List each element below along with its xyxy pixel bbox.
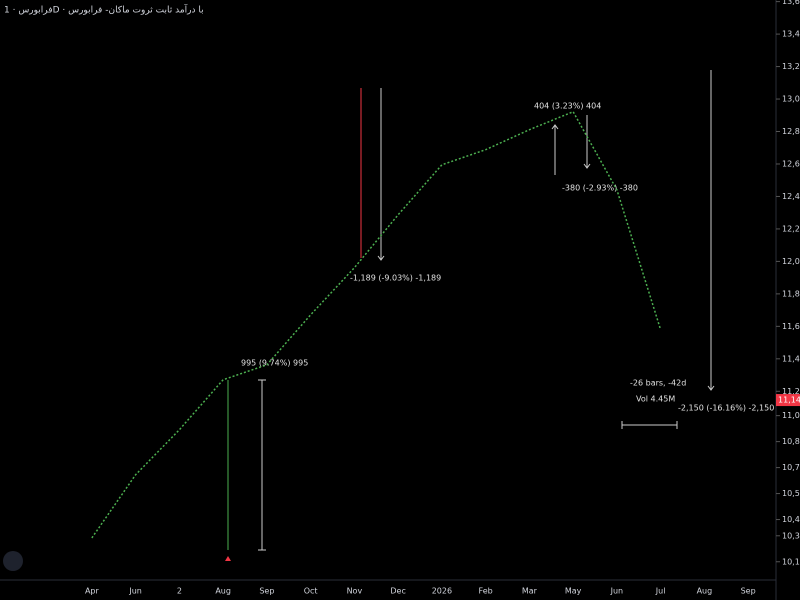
y-tick-label: 13,200 <box>782 62 800 71</box>
x-tick-label: Apr <box>85 587 100 596</box>
y-tick-label: 12,600 <box>782 159 800 168</box>
y-tick-label: 12,400 <box>782 192 800 201</box>
x-tick-label: May <box>565 587 582 596</box>
y-tick-label: 10,410 <box>782 515 800 524</box>
y-tick-label: 11,800 <box>782 289 800 298</box>
annotation: 404 (3.23%) 404 <box>534 102 601 111</box>
y-tick-label: 11,400 <box>782 354 800 363</box>
annotation: Vol 4.45M <box>636 395 675 404</box>
x-tick-label: Sep <box>741 587 756 596</box>
annotation: -1,189 (-9.03%) -1,189 <box>350 274 441 283</box>
x-tick-label: Feb <box>479 587 493 596</box>
y-tick-label: 13,600 <box>782 0 800 6</box>
y-tick-label: 11,050 <box>782 411 800 420</box>
price-line <box>91 110 662 539</box>
annotation: -2,150 (-16.16%) -2,150 <box>678 404 774 413</box>
annotation: -380 (-2.93%) -380 <box>562 184 638 193</box>
annotation: -26 bars, -42d <box>630 379 686 388</box>
y-tick-label: 10,150 <box>782 557 800 566</box>
y-tick-label: 10,730 <box>782 463 800 472</box>
x-tick-label: Sep <box>259 587 274 596</box>
y-tick-label: 10,310 <box>782 531 800 540</box>
y-tick-label: 12,200 <box>782 224 800 233</box>
x-tick-label: Nov <box>347 587 363 596</box>
marker <box>225 556 231 561</box>
y-tick-label: 13,400 <box>782 30 800 39</box>
last-price-label: 11,146 <box>778 396 800 405</box>
x-tick-label: Oct <box>304 587 318 596</box>
x-tick-label: 2 <box>177 587 182 596</box>
y-tick-label: 11,200 <box>782 387 800 396</box>
y-tick-label: 12,000 <box>782 257 800 266</box>
measure-tools <box>258 70 715 551</box>
x-tick-label: Aug <box>697 587 713 596</box>
y-tick-label: 10,570 <box>782 489 800 498</box>
x-tick-label: Aug <box>215 587 231 596</box>
last-price-box <box>776 394 800 407</box>
y-tick-label: 10,890 <box>782 437 800 446</box>
chart-title: فرابورس · 1D · با درآمد ثابت ثروت ماکان-… <box>4 4 204 16</box>
x-tick-label: Jul <box>655 587 666 596</box>
x-tick-label: Dec <box>390 587 405 596</box>
y-tick-label: 13,000 <box>782 95 800 104</box>
annotation: 995 (9.74%) 995 <box>241 359 308 368</box>
y-tick-label: 11,600 <box>782 322 800 331</box>
y-tick-label: 12,800 <box>782 127 800 136</box>
logo <box>3 551 23 571</box>
x-tick-label: Jun <box>128 587 142 596</box>
x-tick-label: Mar <box>522 587 538 596</box>
x-tick-label: Jun <box>610 587 624 596</box>
x-tick-label: 2026 <box>432 587 452 596</box>
